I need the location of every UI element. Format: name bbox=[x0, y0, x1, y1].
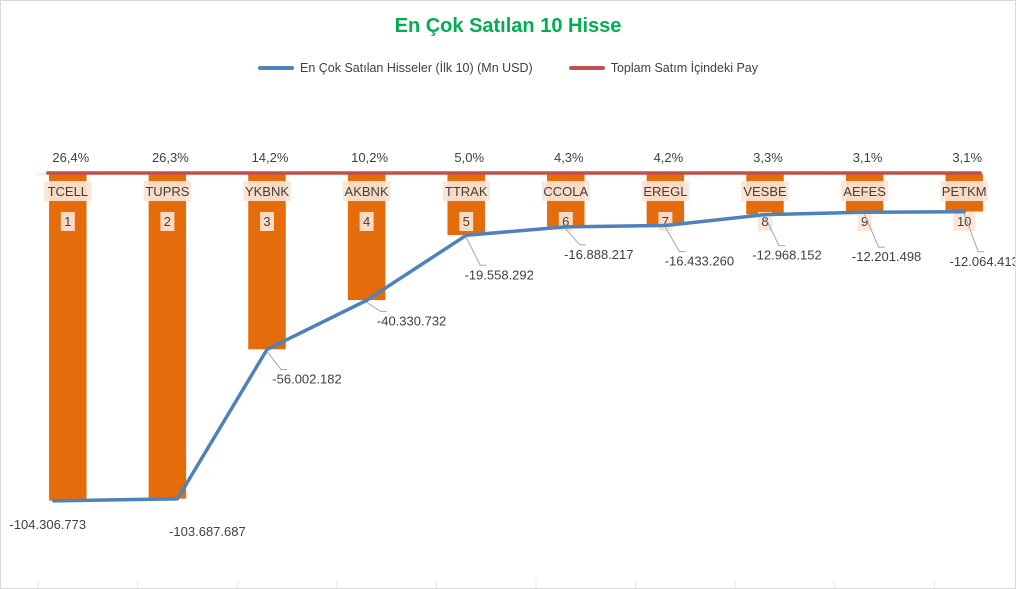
value-label: -12.064.413 bbox=[949, 254, 1015, 269]
bar bbox=[247, 173, 287, 350]
category-label-bg bbox=[143, 181, 192, 201]
bar bbox=[148, 173, 187, 500]
category-label: AKBNK bbox=[345, 184, 389, 199]
rank-label-bg bbox=[160, 212, 175, 231]
legend-item-sales: En Çok Satılan Hisseler (İlk 10) (Mn USD… bbox=[258, 61, 533, 75]
rank-label: 10 bbox=[957, 214, 971, 229]
share-value-label: 26,3% bbox=[152, 150, 189, 165]
share-value-label: 3,3% bbox=[753, 150, 783, 165]
leader-line bbox=[465, 237, 487, 266]
category-label-bg bbox=[641, 181, 690, 201]
share-value-label: 4,2% bbox=[654, 150, 684, 165]
legend-label-share: Toplam Satım İçindeki Pay bbox=[610, 61, 758, 75]
leader-line bbox=[565, 228, 586, 246]
value-label: -12.968.152 bbox=[752, 248, 821, 263]
rank-label-bg bbox=[857, 212, 872, 231]
category-label: CCOLA bbox=[543, 184, 588, 199]
rank-label-bg bbox=[953, 212, 976, 231]
value-label: -103.687.687 bbox=[169, 524, 246, 539]
rank-label-bg bbox=[459, 212, 474, 231]
rank-label: 7 bbox=[662, 214, 669, 229]
leader-line bbox=[764, 216, 785, 247]
category-label: AEFES bbox=[843, 184, 886, 199]
legend: En Çok Satılan Hisseler (İlk 10) (Mn USD… bbox=[1, 61, 1015, 75]
share-value-label: 14,2% bbox=[252, 150, 289, 165]
rank-label-bg bbox=[359, 212, 374, 231]
leader-line bbox=[963, 213, 985, 253]
rank-label-bg bbox=[260, 212, 274, 231]
value-label: -56.002.182 bbox=[272, 371, 341, 386]
share-value-label: 26,4% bbox=[52, 150, 89, 165]
category-label: VESBE bbox=[743, 184, 787, 199]
leader-line bbox=[864, 214, 885, 248]
legend-label-sales: En Çok Satılan Hisseler (İlk 10) (Mn USD… bbox=[300, 61, 533, 75]
value-label: -12.201.498 bbox=[852, 249, 921, 264]
category-label-bg bbox=[442, 181, 490, 201]
chart-title: En Çok Satılan 10 Hisse bbox=[394, 15, 622, 37]
share-value-label: 4,3% bbox=[554, 150, 584, 165]
leader-line bbox=[266, 351, 287, 370]
rank-label: 3 bbox=[263, 214, 270, 229]
rank-label: 2 bbox=[164, 214, 171, 229]
category-label: PETKM bbox=[942, 184, 987, 199]
category-label-bg bbox=[342, 181, 391, 201]
category-label-bg bbox=[940, 181, 988, 201]
value-label: -104.306.773 bbox=[9, 517, 86, 532]
share-value-label: 3,1% bbox=[853, 150, 883, 165]
share-value-label: 3,1% bbox=[952, 150, 982, 165]
value-label: -40.330.732 bbox=[377, 313, 446, 328]
leader-line bbox=[664, 227, 686, 252]
share-value-label: 10,2% bbox=[351, 150, 388, 165]
rank-label: 4 bbox=[363, 214, 370, 229]
category-label: TCELL bbox=[48, 184, 88, 199]
sales-line bbox=[52, 210, 966, 503]
category-label-bg bbox=[542, 181, 590, 201]
value-label: -19.558.292 bbox=[464, 267, 533, 282]
category-label: TUPRS bbox=[145, 184, 189, 199]
rank-label-bg bbox=[60, 212, 75, 231]
category-label: TTRAK bbox=[445, 184, 488, 199]
category-label-bg bbox=[243, 181, 291, 201]
legend-swatch-share bbox=[568, 66, 605, 70]
rank-label: 6 bbox=[562, 214, 569, 229]
category-label: YKBNK bbox=[245, 184, 289, 199]
category-label-bg bbox=[741, 181, 789, 201]
rank-label: 5 bbox=[463, 214, 470, 229]
category-label-bg bbox=[840, 181, 889, 201]
category-label: EREGL bbox=[643, 184, 687, 199]
share-value-label: 5,0% bbox=[454, 150, 484, 165]
legend-swatch-sales bbox=[258, 66, 294, 70]
rank-label: 8 bbox=[761, 214, 768, 229]
rank-label: 9 bbox=[861, 214, 868, 229]
leader-line bbox=[366, 301, 387, 312]
value-label: -16.888.217 bbox=[564, 247, 633, 262]
category-label-bg bbox=[44, 181, 92, 201]
value-label: -16.433.260 bbox=[665, 253, 734, 268]
legend-item-share: Toplam Satım İçindeki Pay bbox=[568, 61, 758, 75]
rank-label: 1 bbox=[64, 214, 71, 229]
